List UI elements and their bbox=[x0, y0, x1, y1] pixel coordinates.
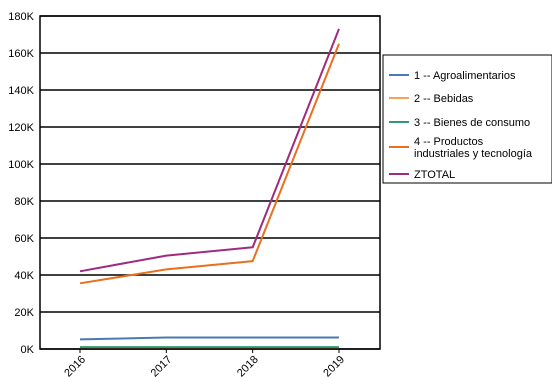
series-line-5 bbox=[79, 28, 340, 273]
legend-label: 3 -- Bienes de consumo bbox=[414, 117, 530, 129]
y-tick-label: 60K bbox=[14, 233, 34, 245]
plot-area-frame bbox=[39, 15, 381, 350]
y-tick-label: 100K bbox=[8, 159, 34, 171]
legend-label: 1 -- Agroalimentarios bbox=[414, 70, 516, 82]
x-tick-label: 2017 bbox=[149, 354, 175, 377]
series-line-1 bbox=[79, 336, 339, 341]
x-tick-label: 2016 bbox=[62, 354, 88, 377]
y-tick-label: 160K bbox=[8, 48, 34, 60]
series-line-4 bbox=[79, 43, 340, 285]
x-tick-label: 2019 bbox=[321, 354, 347, 377]
legend-label: 4 -- Productos industriales y tecnología bbox=[414, 136, 533, 160]
y-tick-label: 180K bbox=[8, 11, 34, 23]
legend-box bbox=[382, 54, 552, 184]
series-lines bbox=[79, 28, 340, 350]
legend-label: ZTOTAL bbox=[414, 169, 455, 181]
y-tick-label: 120K bbox=[8, 122, 34, 134]
y-axis: 0K 20K 40K 60K 80K 100K 120K 140K 160K 180K bbox=[8, 11, 34, 356]
y-tick-label: 20K bbox=[14, 307, 34, 319]
x-tick-label: 2018 bbox=[235, 354, 261, 377]
x-axis: 2016 2017 2018 2019 bbox=[62, 349, 347, 377]
y-tick-label: 40K bbox=[14, 270, 34, 282]
legend: 1 -- Agroalimentarios 2 -- Bebidas 3 -- Bi… bbox=[382, 54, 552, 184]
y-tick-label: 80K bbox=[14, 196, 34, 208]
gridlines bbox=[40, 15, 380, 350]
y-tick-label: 140K bbox=[8, 85, 34, 97]
y-tick-label: 0K bbox=[21, 344, 35, 356]
legend-label: 2 -- Bebidas bbox=[414, 93, 474, 105]
